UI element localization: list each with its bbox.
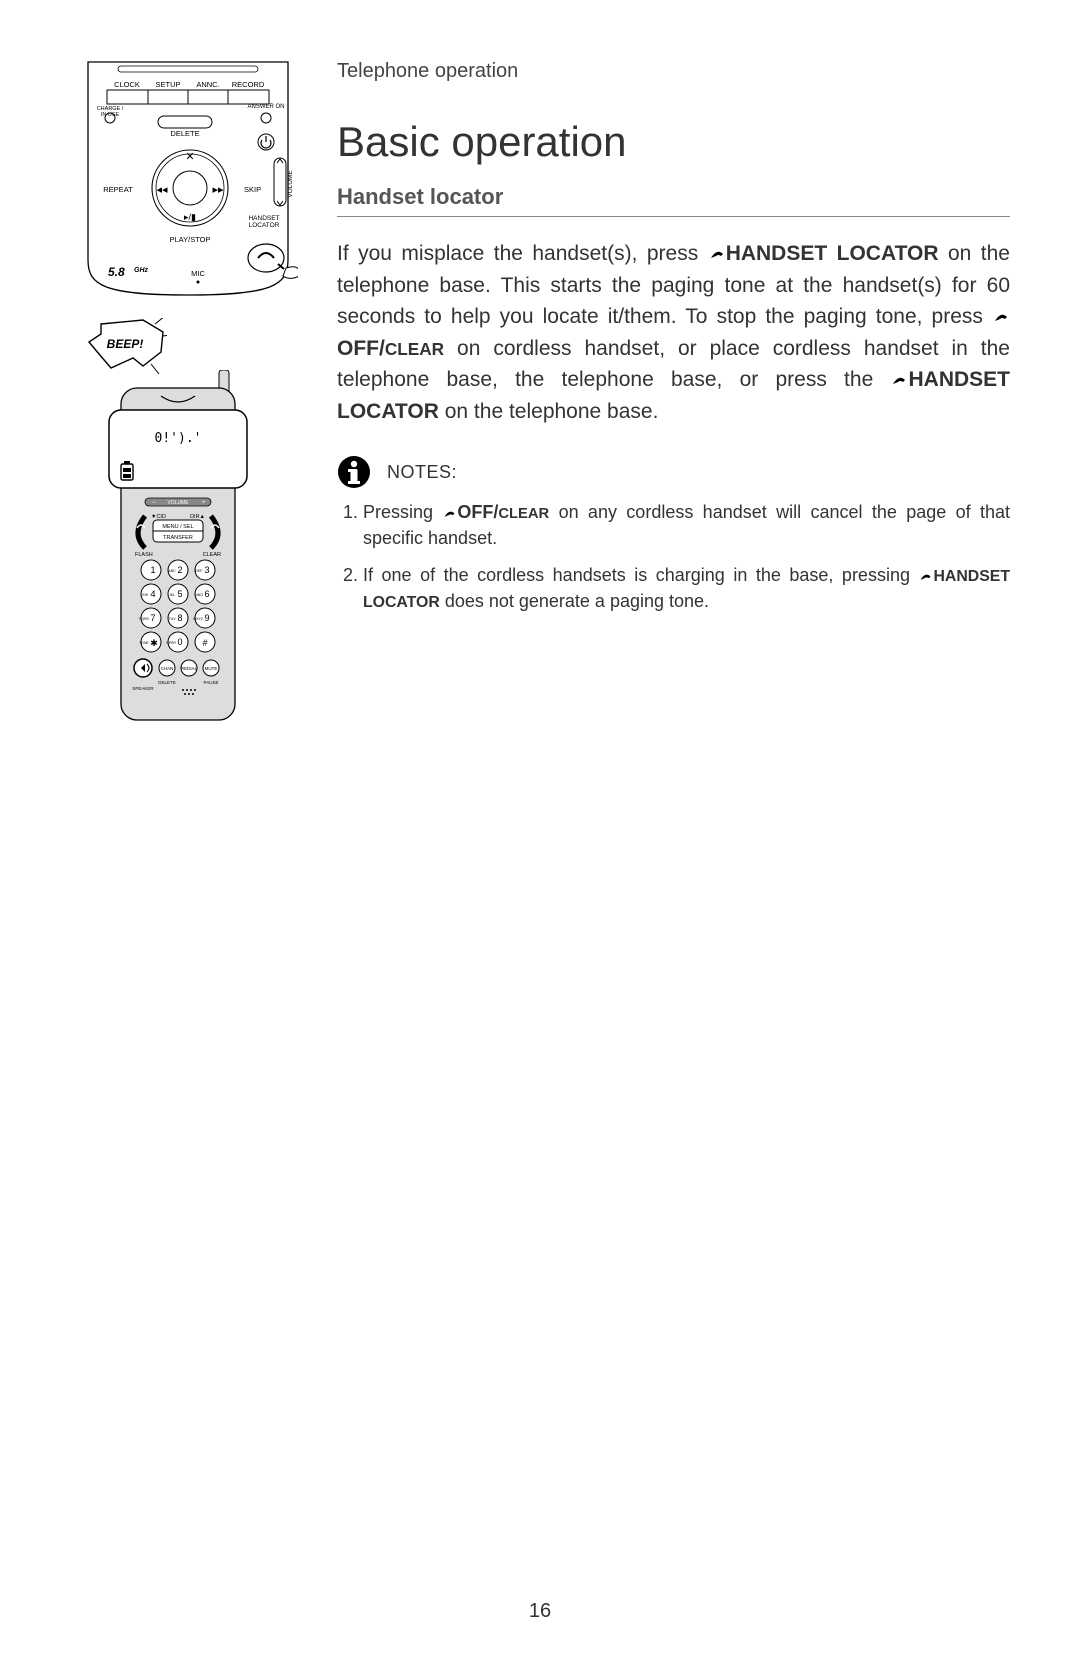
label-mic: MIC bbox=[191, 269, 205, 278]
notes-label: NOTES: bbox=[387, 462, 457, 483]
beep-callout: BEEP! bbox=[85, 318, 167, 374]
svg-text:WXYZ: WXYZ bbox=[193, 617, 203, 621]
body-handset-locator-1: HANDSET LOCATOR bbox=[726, 242, 939, 265]
key-5: 5 bbox=[177, 589, 182, 599]
handset-screen-text: 0!').' bbox=[154, 431, 201, 446]
key-0: 0 bbox=[177, 637, 182, 647]
section-heading: Handset locator bbox=[337, 184, 1010, 210]
page: CLOCK SETUP ANNC. RECORD CHARGE /IN USE … bbox=[0, 0, 1080, 1665]
key-2: 2 bbox=[177, 565, 182, 575]
key-chan: CHAN bbox=[160, 666, 173, 671]
tab-annc: ANNC. bbox=[196, 80, 219, 89]
handset-volume-label: VOLUME bbox=[167, 500, 189, 506]
label-cid: ▼CID bbox=[151, 514, 166, 520]
breadcrumb: Telephone operation bbox=[337, 60, 1010, 83]
illustrations-column: CLOCK SETUP ANNC. RECORD CHARGE /IN USE … bbox=[70, 60, 305, 735]
body-text-1d: on the telephone base. bbox=[445, 400, 659, 423]
info-icon bbox=[337, 455, 371, 489]
glyph-playpause: ▸/▮ bbox=[184, 212, 196, 222]
label-dir: DIR▲ bbox=[190, 514, 205, 520]
svg-text:PQRS: PQRS bbox=[139, 617, 149, 621]
label-handset-locator: HANDSETLOCATOR bbox=[248, 215, 279, 229]
key-1: 1 bbox=[150, 565, 155, 575]
key-hash: # bbox=[202, 638, 207, 648]
handset-svg: 0!').' − VOLUME + ▼CID bbox=[103, 370, 253, 730]
base-unit-svg: CLOCK SETUP ANNC. RECORD CHARGE /IN USE … bbox=[78, 60, 298, 300]
handset-icon bbox=[708, 245, 726, 263]
note-2: If one of the cordless handsets is charg… bbox=[363, 562, 1010, 616]
label-delete: DELETE bbox=[170, 129, 199, 138]
svg-text:−: − bbox=[152, 500, 156, 506]
key-redial: REDIAL bbox=[180, 666, 197, 671]
key-7: 7 bbox=[150, 613, 155, 623]
label-clear: CLEAR bbox=[202, 552, 220, 558]
glyph-x: ✕ bbox=[185, 151, 194, 163]
glyph-rew: ◂◂ bbox=[156, 184, 168, 196]
svg-text:OPER: OPER bbox=[166, 641, 176, 645]
beep-text: BEEP! bbox=[106, 337, 143, 351]
body-text-1a: If you misplace the handset(s), press bbox=[337, 242, 708, 265]
notes-list: Pressing OFF/CLEAR on any cordless hands… bbox=[337, 499, 1010, 615]
key-8: 8 bbox=[177, 613, 182, 623]
label-menu: MENU / SEL bbox=[162, 524, 193, 530]
svg-text:TUV: TUV bbox=[168, 617, 176, 621]
key-star: ✱ bbox=[150, 638, 158, 648]
section-rule bbox=[337, 216, 1010, 217]
body-paragraph: If you misplace the handset(s), press HA… bbox=[337, 238, 1010, 427]
key-4: 4 bbox=[150, 589, 155, 599]
page-number: 16 bbox=[0, 1600, 1080, 1623]
label-playstop: PLAY/STOP bbox=[169, 235, 210, 244]
label-hs-pause: PAUSE bbox=[203, 680, 218, 685]
handset-illustration: BEEP! 0!').' bbox=[103, 328, 273, 735]
glyph-fwd: ▸▸ bbox=[212, 184, 224, 196]
label-58ghz-unit: GHz bbox=[134, 267, 149, 274]
handset-icon bbox=[992, 308, 1010, 326]
body-off-clear: OFF/CLEAR bbox=[337, 337, 444, 360]
tab-clock: CLOCK bbox=[114, 80, 140, 89]
svg-text:MNO: MNO bbox=[194, 593, 203, 597]
key-6: 6 bbox=[204, 589, 209, 599]
label-skip: SKIP bbox=[244, 185, 261, 194]
label-flash: FLASH bbox=[135, 552, 153, 558]
note-1: Pressing OFF/CLEAR on any cordless hands… bbox=[363, 499, 1010, 552]
content-column: Telephone operation Basic operation Hand… bbox=[337, 60, 1010, 735]
key-9: 9 bbox=[204, 613, 209, 623]
label-volume: VOLUME bbox=[287, 170, 294, 198]
label-repeat: REPEAT bbox=[103, 185, 133, 194]
key-3: 3 bbox=[204, 565, 209, 575]
svg-text:+: + bbox=[202, 500, 206, 506]
handset-icon bbox=[890, 371, 908, 389]
svg-text:JKL: JKL bbox=[168, 593, 174, 597]
base-unit-illustration: CLOCK SETUP ANNC. RECORD CHARGE /IN USE … bbox=[78, 60, 298, 300]
label-transfer: TRANSFER bbox=[163, 535, 193, 541]
two-column-layout: CLOCK SETUP ANNC. RECORD CHARGE /IN USE … bbox=[70, 60, 1010, 735]
svg-text:GHI: GHI bbox=[141, 593, 147, 597]
label-speaker: SPEAKER bbox=[132, 686, 154, 691]
page-title: Basic operation bbox=[337, 118, 1010, 166]
handset-icon bbox=[918, 569, 933, 584]
svg-text:DEF: DEF bbox=[195, 569, 203, 573]
svg-text:ABC: ABC bbox=[168, 569, 176, 573]
svg-text:TONE: TONE bbox=[139, 641, 149, 645]
notes-header: NOTES: bbox=[337, 455, 1010, 489]
label-answer-on: ANSWER ON bbox=[247, 104, 284, 110]
key-mute: MUTE bbox=[204, 666, 217, 671]
tab-setup: SETUP bbox=[155, 80, 180, 89]
label-hs-delete: DELETE bbox=[158, 680, 176, 685]
tab-record: RECORD bbox=[231, 80, 264, 89]
label-58ghz-num: 5.8 bbox=[108, 265, 125, 279]
handset-icon bbox=[442, 506, 457, 521]
